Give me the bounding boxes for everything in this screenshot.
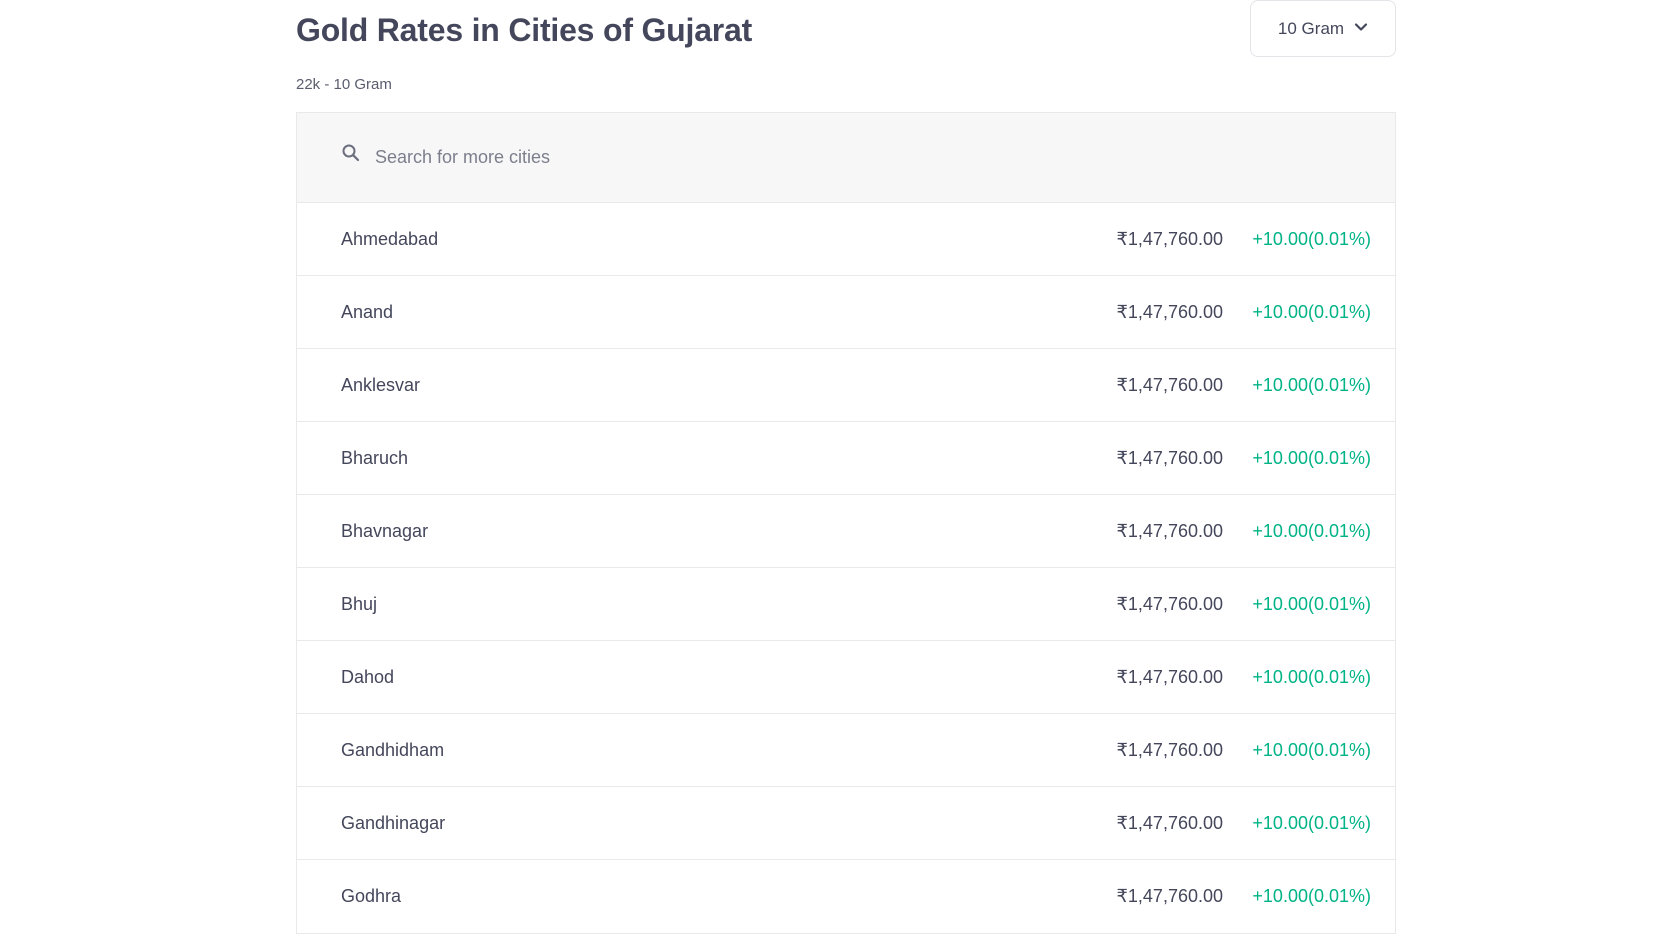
- city-price: ₹1,47,760.00: [1116, 447, 1223, 468]
- search-bar: [297, 113, 1395, 203]
- table-row[interactable]: Ahmedabad ₹1,47,760.00 +10.00(0.01%): [297, 203, 1395, 276]
- table-row[interactable]: Gandhidham ₹1,47,760.00 +10.00(0.01%): [297, 714, 1395, 787]
- city-price: ₹1,47,760.00: [1116, 886, 1223, 906]
- city-price: ₹1,47,760.00: [1116, 812, 1223, 833]
- unit-select-value: 10 Gram: [1277, 18, 1345, 38]
- table-row[interactable]: Godhra ₹1,47,760.00 +10.00(0.01%): [297, 860, 1395, 933]
- city-name[interactable]: Anklesvar: [341, 374, 421, 395]
- city-name[interactable]: Gandhidham: [341, 739, 445, 760]
- city-price: ₹1,47,760.00: [1116, 593, 1223, 614]
- search-icon: [341, 144, 375, 168]
- page-header: Gold Rates in Cities of Gujarat 22k - 10…: [296, 0, 1396, 112]
- price-change: +10.00(0.01%): [1252, 228, 1371, 249]
- table-row[interactable]: Dahod ₹1,47,760.00 +10.00(0.01%): [297, 641, 1395, 714]
- table-row[interactable]: Gandhinagar ₹1,47,760.00 +10.00(0.01%): [297, 787, 1395, 860]
- price-change: +10.00(0.01%): [1252, 374, 1371, 395]
- city-price: ₹1,47,760.00: [1116, 228, 1223, 249]
- city-price: ₹1,47,760.00: [1116, 666, 1223, 687]
- table-row[interactable]: Anand ₹1,47,760.00 +10.00(0.01%): [297, 276, 1395, 349]
- city-name[interactable]: Gandhinagar: [341, 812, 446, 833]
- city-price: ₹1,47,760.00: [1116, 739, 1223, 760]
- price-change: +10.00(0.01%): [1252, 739, 1371, 760]
- unit-select-dropdown[interactable]: 10 Gram: [1250, 0, 1396, 57]
- city-name[interactable]: Bhavnagar: [341, 520, 429, 541]
- table-row[interactable]: Bhavnagar ₹1,47,760.00 +10.00(0.01%): [297, 495, 1395, 568]
- price-change: +10.00(0.01%): [1252, 520, 1371, 541]
- city-name[interactable]: Godhra: [341, 886, 402, 906]
- city-name[interactable]: Dahod: [341, 666, 395, 687]
- city-rows: Ahmedabad ₹1,47,760.00 +10.00(0.01%) Anand ₹…: [297, 203, 1395, 933]
- chevron-down-icon: [1354, 19, 1368, 39]
- city-name[interactable]: Anand: [341, 301, 394, 322]
- city-price: ₹1,47,760.00: [1116, 520, 1223, 541]
- city-name[interactable]: Bhuj: [341, 593, 378, 614]
- city-search-input[interactable]: [375, 147, 975, 168]
- city-name[interactable]: Bharuch: [341, 447, 409, 468]
- city-price: ₹1,47,760.00: [1116, 374, 1223, 395]
- price-change: +10.00(0.01%): [1252, 666, 1371, 687]
- price-change: +10.00(0.01%): [1252, 301, 1371, 322]
- city-rates-table: Ahmedabad ₹1,47,760.00 +10.00(0.01%) Anand ₹…: [296, 112, 1396, 934]
- price-change: +10.00(0.01%): [1252, 447, 1371, 468]
- table-row[interactable]: Anklesvar ₹1,47,760.00 +10.00(0.01%): [297, 349, 1395, 422]
- page-title: Gold Rates in Cities of Gujarat: [296, 12, 753, 48]
- table-row[interactable]: Bharuch ₹1,47,760.00 +10.00(0.01%): [297, 422, 1395, 495]
- price-change: +10.00(0.01%): [1252, 593, 1371, 614]
- city-name[interactable]: Ahmedabad: [341, 228, 439, 249]
- price-change: +10.00(0.01%): [1252, 886, 1371, 906]
- table-row[interactable]: Bhuj ₹1,47,760.00 +10.00(0.01%): [297, 568, 1395, 641]
- page-subtitle: 22k - 10 Gram: [296, 76, 392, 93]
- price-change: +10.00(0.01%): [1252, 812, 1371, 833]
- city-price: ₹1,47,760.00: [1116, 301, 1223, 322]
- gold-rates-page: Gold Rates in Cities of Gujarat 22k - 10…: [296, 0, 1396, 941]
